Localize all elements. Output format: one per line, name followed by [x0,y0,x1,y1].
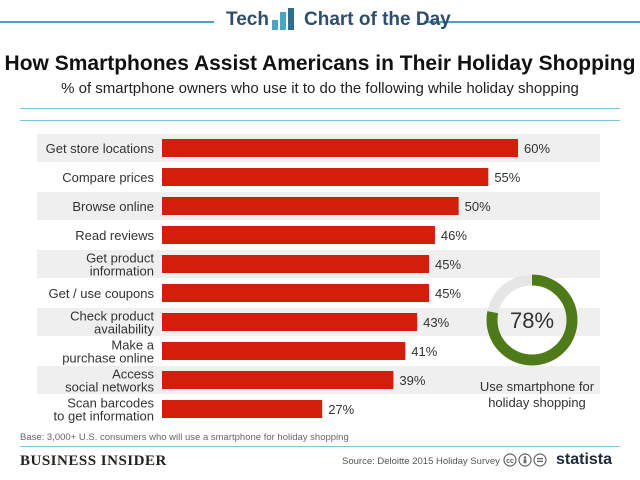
header-chart-of-the-day: Chart of the Day [304,9,451,30]
category-label: Make a purchase online [62,338,155,366]
footer-divider [20,446,620,447]
category-label: Get product information [86,251,154,279]
value-label: 55% [494,170,520,185]
chart-title: How Smartphones Assist Americans in Thei… [4,52,636,75]
category-label: Compare prices [62,170,154,185]
bar [162,342,406,360]
donut-caption-line-2: holiday shopping [488,395,586,410]
category-label: Check product availability [70,309,154,337]
bar [162,400,323,418]
value-label: 50% [465,199,491,214]
cc-icon[interactable]: cc [503,453,517,467]
bar [162,197,459,215]
value-label: 45% [435,257,461,272]
category-label: Browse online [72,199,154,214]
bar [162,139,518,157]
bar [162,371,394,389]
category-label: Get / use coupons [48,286,154,301]
by-icon[interactable] [518,453,532,467]
category-label: Read reviews [75,228,154,243]
bar [162,226,435,244]
donut-arc [486,274,578,366]
license-icons[interactable]: cc [503,453,547,467]
header-rule-right [424,21,640,23]
statista-logo[interactable]: statista [556,451,613,468]
value-label: 45% [435,286,461,301]
bar [162,168,489,186]
bar [162,284,429,302]
category-label: Scan barcodes to get information [54,396,155,424]
value-label: 27% [328,402,354,417]
source-note: Source: Deloitte 2015 Holiday Survey [342,456,500,467]
bar [162,313,418,331]
value-label: 43% [423,315,449,330]
svg-text:cc: cc [506,458,514,465]
donut-caption-line-1: Use smartphone for [479,379,595,394]
bar-chart-icon [272,8,294,30]
base-note: Base: 3,000+ U.S. consumers who will use… [20,432,349,443]
value-label: 46% [441,228,467,243]
nd-icon[interactable] [533,453,547,467]
category-label: Get store locations [46,141,155,156]
value-label: 39% [399,373,425,388]
chart-top-divider [20,120,620,121]
chart-header: Tech Chart of the Day [0,0,640,40]
value-label: 41% [411,344,437,359]
header-tech-label: Tech [226,9,269,30]
business-insider-logo[interactable]: BUSINESS INSIDER [20,453,167,469]
chart-subtitle: % of smartphone owners who use it to do … [61,80,579,97]
donut-caption: Use smartphone for holiday shopping [462,379,612,411]
title-divider [20,108,620,109]
value-label: 60% [524,141,550,156]
header-rule-left [0,21,214,23]
category-label: Access social networks [65,367,154,395]
donut-value: 78% [510,308,554,333]
bar [162,255,429,273]
